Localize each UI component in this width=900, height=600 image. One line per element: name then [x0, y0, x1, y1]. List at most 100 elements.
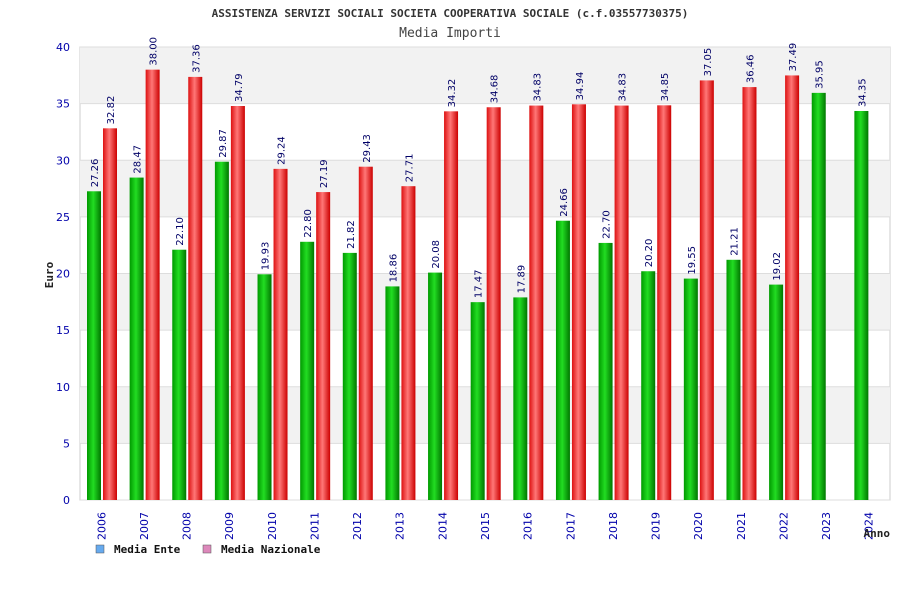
y-tick-label: 5	[63, 437, 70, 450]
data-label: 27.19	[319, 159, 330, 188]
data-label: 29.87	[218, 129, 229, 158]
bar-media-ente	[683, 278, 698, 500]
data-label: 27.26	[90, 159, 101, 188]
data-label: 34.68	[490, 75, 501, 104]
data-label: 34.94	[575, 72, 586, 101]
y-tick-label: 40	[56, 41, 70, 54]
bar-media-nazionale	[358, 166, 373, 500]
data-label: 34.35	[857, 78, 868, 107]
data-label: 37.05	[703, 48, 714, 77]
x-tick-label: 2014	[436, 512, 449, 540]
bar-media-ente	[470, 302, 485, 500]
data-label: 34.32	[447, 79, 458, 108]
data-label: 37.36	[191, 44, 202, 73]
data-label: 17.47	[474, 270, 485, 299]
data-label: 34.79	[234, 73, 245, 102]
x-tick-label: 2023	[820, 512, 833, 540]
data-label: 28.47	[133, 145, 144, 174]
x-tick-label: 2008	[181, 512, 194, 540]
data-label: 29.24	[277, 136, 288, 165]
data-label: 22.10	[175, 217, 186, 246]
bar-media-ente	[300, 241, 315, 501]
data-labels-group: 27.26 32.82 28.47 38.00 22.10 37.36 29.87 34.79…	[90, 37, 868, 298]
data-label: 20.20	[644, 239, 655, 268]
y-axis-ticks: 0 5 10 15 20 25 30 35 40	[56, 41, 70, 507]
x-tick-label: 2012	[351, 512, 364, 540]
x-tick-label: 2010	[266, 512, 279, 540]
bar-media-nazionale	[742, 87, 757, 500]
data-label: 35.95	[815, 60, 826, 89]
data-label: 36.46	[745, 54, 756, 83]
y-tick-label: 10	[56, 381, 70, 394]
bar-media-ente	[811, 92, 826, 501]
y-axis-label: Euro	[43, 261, 56, 288]
bar-media-ente	[555, 220, 570, 500]
data-label: 19.93	[261, 242, 272, 271]
x-tick-label: 2021	[735, 512, 748, 540]
bar-media-ente	[257, 274, 272, 500]
x-tick-label: 2006	[95, 512, 108, 540]
data-label: 22.70	[602, 210, 613, 239]
x-axis-label: Anno	[864, 527, 891, 540]
x-tick-label: 2011	[308, 512, 321, 540]
data-label: 21.82	[346, 220, 357, 249]
data-label: 27.71	[404, 154, 415, 183]
x-tick-label: 2009	[223, 512, 236, 540]
x-tick-label: 2015	[479, 512, 492, 540]
bar-media-nazionale	[444, 111, 459, 501]
legend-swatch-media-nazionale	[202, 544, 212, 554]
x-tick-label: 2018	[607, 512, 620, 540]
data-label: 18.86	[388, 254, 399, 283]
data-label: 22.80	[303, 209, 314, 238]
x-tick-label: 2016	[522, 512, 535, 540]
bar-media-nazionale	[145, 69, 160, 501]
legend-swatch-media-ente	[95, 544, 105, 554]
data-label: 34.83	[618, 73, 629, 102]
data-label: 29.43	[362, 134, 373, 163]
data-label: 17.89	[516, 265, 527, 294]
data-label: 38.00	[149, 37, 160, 66]
data-label: 21.21	[729, 227, 740, 256]
x-tick-label: 2022	[777, 512, 790, 540]
data-label: 19.02	[772, 252, 783, 281]
bar-media-nazionale	[657, 105, 672, 500]
bar-media-ente	[342, 252, 357, 500]
data-label: 34.83	[532, 73, 543, 102]
data-label: 37.49	[788, 43, 799, 72]
data-label: 20.08	[431, 240, 442, 269]
y-tick-label: 15	[56, 324, 70, 337]
bar-media-nazionale	[273, 168, 288, 500]
y-tick-label: 35	[56, 98, 70, 111]
data-label: 19.55	[687, 246, 698, 275]
bar-media-ente	[769, 284, 784, 500]
legend-label-media-ente: Media Ente	[114, 543, 181, 556]
x-tick-label: 2019	[650, 512, 663, 540]
bar-media-ente	[598, 242, 613, 501]
bar-media-nazionale	[614, 105, 629, 501]
bar-media-nazionale	[486, 107, 501, 501]
bar-media-ente	[428, 272, 443, 500]
x-tick-label: 2017	[564, 512, 577, 540]
y-tick-label: 0	[63, 494, 70, 507]
legend-label-media-nazionale: Media Nazionale	[221, 543, 321, 556]
chart-subtitle: Media Importi	[399, 26, 501, 41]
y-tick-label: 20	[56, 268, 70, 281]
bar-media-nazionale	[785, 75, 800, 500]
bar-media-ente	[726, 259, 741, 500]
x-tick-label: 2007	[138, 512, 151, 540]
bar-media-ente	[129, 177, 144, 500]
bar-media-ente	[172, 249, 187, 500]
chart-title: ASSISTENZA SERVIZI SOCIALI SOCIETA COOPE…	[212, 7, 689, 20]
bar-media-nazionale	[188, 76, 203, 500]
bar-media-ente	[513, 297, 528, 500]
data-label: 34.85	[660, 73, 671, 102]
bar-media-nazionale	[230, 106, 245, 501]
legend: Media Ente Media Nazionale	[95, 543, 321, 556]
bar-media-nazionale	[316, 192, 331, 501]
bar-media-ente	[854, 110, 869, 500]
bar-media-ente	[385, 286, 400, 500]
bar-media-nazionale	[401, 186, 416, 500]
data-label: 32.82	[106, 96, 117, 125]
bar-media-nazionale	[699, 80, 714, 500]
